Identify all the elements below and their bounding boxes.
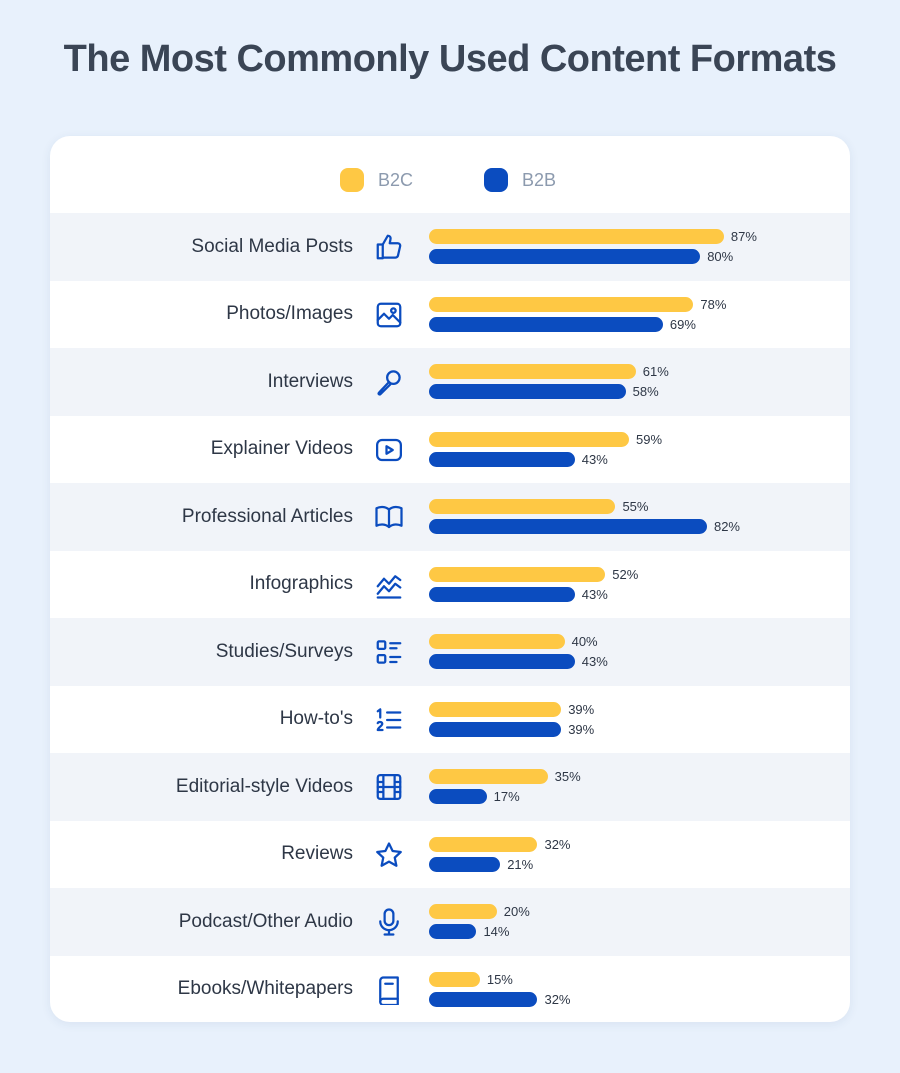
value-label-b2c: 59% (636, 431, 663, 447)
bar-b2c (429, 971, 480, 987)
chart-row-social-media-posts: Social Media Posts 87% 80% (50, 213, 850, 281)
numbered-list-icon (374, 705, 404, 735)
bar-b2b (429, 721, 562, 737)
thumbs-up-icon (374, 232, 404, 262)
category-label: Explainer Videos (210, 438, 353, 460)
category-label: Ebooks/Whitepapers (177, 978, 353, 1000)
value-label-b2b: 69% (669, 316, 696, 332)
value-label-b2b: 80% (707, 249, 734, 264)
chart-row-infographics: Infographics 52% 43% (50, 551, 850, 619)
bar-b2c (429, 836, 538, 852)
chart-card: B2C B2B Social Media Posts 87% 80% Photos/I… (50, 136, 850, 1022)
play-video-icon (374, 435, 404, 465)
chart-row-studies-surveys: Studies/Surveys 40% 43% (50, 618, 850, 686)
bar-b2c (429, 904, 497, 919)
bar-b2b (429, 384, 626, 399)
value-label-b2c: 55% (622, 499, 649, 514)
bar-b2b (429, 856, 501, 872)
checklist-icon (374, 637, 404, 667)
category-label: Social Media Posts (191, 235, 353, 257)
open-book-icon (374, 502, 404, 532)
chart-row-reviews: Reviews 32% 21% (50, 821, 850, 889)
value-label-b2c: 61% (642, 364, 669, 379)
chart-row-ebooks-whitepapers: Ebooks/Whitepapers 15% 32% (50, 956, 850, 1023)
value-label-b2c: 15% (486, 971, 513, 987)
value-label-b2b: 39% (568, 721, 595, 737)
star-icon (374, 840, 404, 870)
chart-row-podcast-other-audio: Podcast/Other Audio 20% 14% (50, 888, 850, 956)
line-chart-icon (374, 570, 404, 600)
bar-b2b (429, 924, 477, 939)
legend-item-b2b: B2B (484, 168, 556, 192)
value-label-b2c: 39% (568, 701, 595, 717)
bar-b2b (429, 451, 575, 467)
microphone-icon (374, 907, 404, 937)
category-label: Studies/Surveys (215, 640, 353, 662)
bar-b2c (429, 229, 724, 244)
film-icon (374, 772, 404, 802)
bar-b2b (429, 654, 575, 669)
value-label-b2c: 35% (554, 769, 581, 784)
bar-b2c (429, 499, 616, 514)
value-label-b2c: 32% (544, 836, 571, 852)
bar-b2c (429, 431, 629, 447)
bar-b2c (429, 364, 636, 379)
bar-b2b (429, 789, 487, 804)
value-label-b2b: 82% (713, 519, 740, 534)
legend: B2C B2B (50, 168, 850, 192)
bar-b2c (429, 296, 694, 312)
category-label: Reviews (281, 843, 353, 865)
chart-row-explainer-videos: Explainer Videos 59% 43% (50, 416, 850, 484)
image-icon (374, 300, 404, 330)
chart-row-editorial-style-videos: Editorial-style Videos 35% 17% (50, 753, 850, 821)
legend-label-b2b: B2B (522, 169, 557, 190)
legend-label-b2c: B2C (378, 169, 414, 190)
bar-b2b (429, 586, 575, 602)
bar-b2b (429, 316, 663, 332)
bar-b2b (429, 249, 701, 264)
ebook-icon (374, 975, 404, 1005)
category-label: Interviews (267, 370, 353, 392)
value-label-b2b: 14% (483, 924, 510, 939)
chart-row-interviews: Interviews 61% 58% (50, 348, 850, 416)
category-label: Podcast/Other Audio (178, 910, 353, 932)
chart-title: The Most Commonly Used Content Formats (63, 38, 837, 80)
category-label: Photos/Images (226, 303, 353, 325)
value-label-b2b: 58% (632, 384, 659, 399)
chart-row-photos-images: Photos/Images 78% 69% (50, 281, 850, 349)
bar-b2c (429, 701, 562, 717)
category-label: Infographics (249, 573, 353, 595)
value-label-b2b: 32% (544, 991, 571, 1007)
value-label-b2c: 52% (612, 566, 639, 582)
value-label-b2b: 17% (493, 789, 520, 804)
value-label-b2c: 20% (503, 904, 530, 919)
legend-swatch-b2b (484, 168, 508, 192)
value-label-b2b: 21% (507, 856, 534, 872)
bar-b2c (429, 634, 565, 649)
chart-row-professional-articles: Professional Articles 55% 82% (50, 483, 850, 551)
legend-item-b2c: B2C (340, 168, 413, 192)
microphone-handheld-icon (374, 367, 404, 397)
bar-b2c (429, 566, 606, 582)
value-label-b2b: 43% (581, 654, 608, 669)
legend-swatch-b2c (340, 168, 364, 192)
value-label-b2c: 40% (571, 634, 598, 649)
bar-b2b (429, 991, 538, 1007)
chart-row-how-to-s: How-to's 39% 39% (50, 686, 850, 754)
category-label: Professional Articles (181, 505, 353, 527)
value-label-b2b: 43% (581, 451, 608, 467)
bar-b2c (429, 769, 548, 784)
value-label-b2b: 43% (581, 586, 608, 602)
bar-b2b (429, 519, 707, 534)
value-label-b2c: 87% (730, 229, 757, 244)
value-label-b2c: 78% (700, 296, 727, 312)
category-label: How-to's (279, 708, 353, 730)
category-label: Editorial-style Videos (175, 775, 353, 797)
